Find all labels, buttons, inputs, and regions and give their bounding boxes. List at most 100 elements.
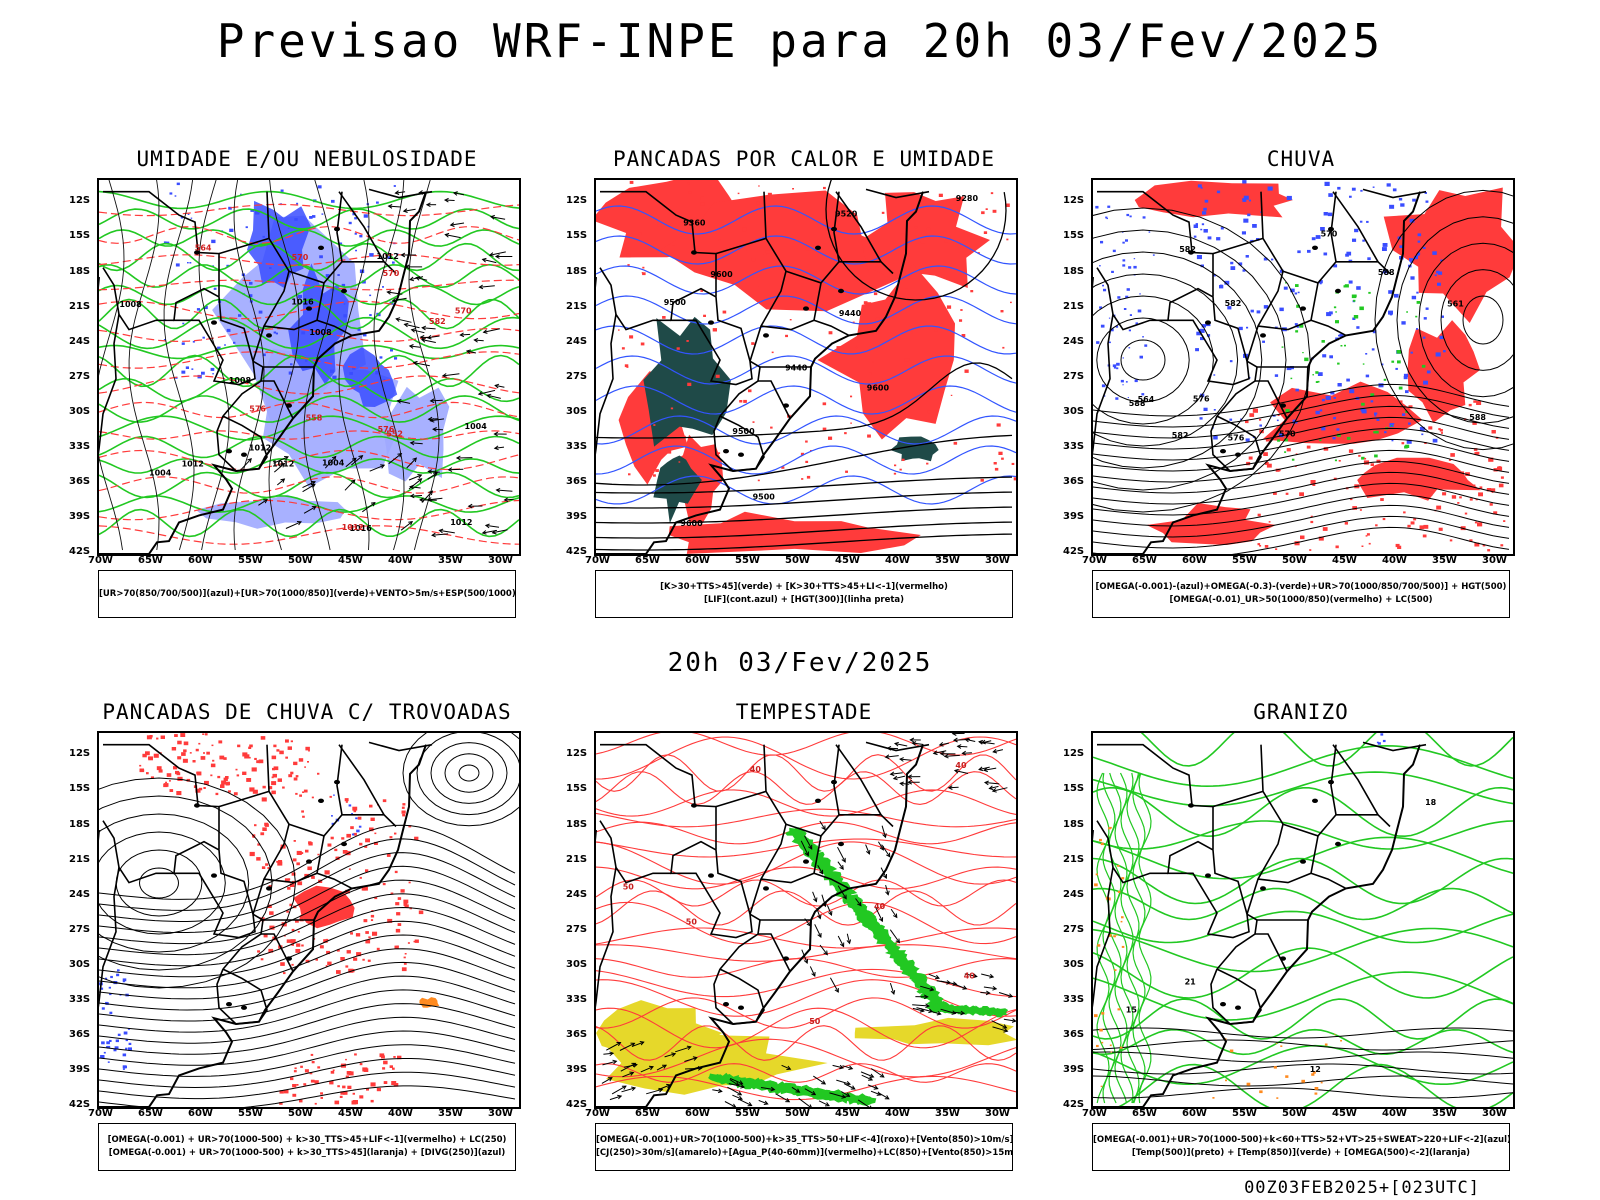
- country-border: [763, 191, 840, 284]
- wind-vector-850: [729, 1079, 740, 1086]
- storm-speck-red: [139, 764, 142, 767]
- rain-speck-red: [1491, 430, 1496, 434]
- streamline-250hpa: [99, 838, 516, 911]
- longitude-tick-label: 70W: [585, 555, 610, 566]
- rain-speck-blue: [1400, 203, 1405, 207]
- wind-vector: [369, 464, 386, 472]
- country-border: [813, 872, 850, 890]
- lake-mark: [1220, 1002, 1226, 1007]
- rain-speck-red: [1489, 503, 1493, 506]
- moisture-speck-blue: [382, 286, 384, 288]
- rain-speck-blue: [1386, 183, 1391, 187]
- wind-vector: [432, 427, 444, 432]
- instability-speck: [823, 270, 826, 272]
- rain-speck-red: [1474, 521, 1478, 524]
- moisture-speck-blue: [169, 192, 173, 195]
- rain-speck-blue: [1417, 240, 1421, 243]
- lake-mark: [708, 320, 714, 325]
- storm-speck-red: [325, 965, 328, 967]
- wind-vector-850: [602, 1059, 618, 1066]
- rain-speck-red: [1407, 524, 1411, 528]
- instability-speck: [990, 192, 994, 195]
- pressure-isobar: [163, 180, 195, 551]
- wind-vector: [400, 520, 414, 531]
- lake-mark: [266, 333, 272, 338]
- rain-speck-green: [1321, 340, 1325, 343]
- storm-speck-red: [276, 749, 280, 752]
- lake-mark: [738, 452, 744, 457]
- instability-speck: [676, 347, 680, 350]
- storm-speck-red: [295, 949, 301, 953]
- main-title: Previsao WRF-INPE para 20h 03/Fev/2025: [216, 14, 1384, 68]
- rain-speck-blue: [1134, 379, 1138, 383]
- precipitable-water-contour: [596, 1038, 1016, 1078]
- precipitable-water-contour: [596, 879, 1016, 907]
- wind-vector-850: [865, 844, 871, 855]
- longitude-tick-label: 65W: [1132, 1108, 1157, 1119]
- rain-speck-red: [1376, 414, 1381, 418]
- rain-speck-red: [1457, 502, 1460, 504]
- longitude-tick-label: 60W: [1182, 555, 1207, 566]
- rain-speck-red: [1487, 549, 1491, 552]
- moisture-speck-blue: [287, 227, 290, 229]
- storm-speck-red: [393, 1056, 396, 1058]
- humidity-contour-green: [99, 435, 519, 459]
- rain-speck-red: [1472, 421, 1477, 425]
- legend-line: [OMEGA(-0.01)_UR>50(1000/850)(vermelho) …: [1169, 595, 1433, 605]
- moisture-speck-blue: [341, 283, 346, 287]
- storm-speck-red: [198, 742, 201, 745]
- instability-speck: [926, 227, 931, 231]
- storm-speck-red: [296, 850, 302, 855]
- wind-vector-850: [920, 985, 935, 992]
- instability-speck: [901, 233, 905, 236]
- rain-speck-blue: [1229, 418, 1233, 421]
- instability-speck: [814, 292, 818, 295]
- storm-speck-red: [218, 740, 223, 744]
- rain-speck-red: [1392, 478, 1396, 481]
- rain-speck-blue: [1139, 293, 1141, 295]
- latitude-tick-label: 24S: [1063, 335, 1085, 347]
- latitude-tick-label: 39S: [566, 510, 588, 522]
- country-border: [266, 191, 343, 284]
- storm-speck-red: [251, 767, 257, 772]
- divergence-speck-blue: [123, 1031, 128, 1035]
- divergence-speck-blue: [333, 794, 335, 796]
- divergence-speck-blue: [114, 1046, 119, 1050]
- wind-vector-850: [841, 1091, 851, 1097]
- rain-speck-green: [1315, 381, 1319, 383]
- rain-speck-blue: [1259, 424, 1262, 427]
- wind-vector: [447, 467, 464, 472]
- thickness-contour-red: [99, 430, 519, 440]
- instability-speck: [882, 377, 886, 380]
- contour-value-label: 40: [955, 761, 967, 770]
- instability-speck: [758, 185, 760, 187]
- contour-value-label: 18: [1425, 798, 1437, 807]
- rain-speck-red: [1405, 419, 1408, 422]
- country-border: [596, 314, 617, 455]
- latitude-tick-label: 36S: [566, 475, 588, 487]
- rain-speck-blue: [1242, 198, 1247, 202]
- instability-speck: [863, 301, 868, 305]
- latitude-tick-label: 39S: [69, 510, 91, 522]
- storm-speck-red: [304, 766, 306, 768]
- latitude-tick-label: 42S: [1063, 1099, 1085, 1110]
- storm-speck-red: [320, 1092, 323, 1095]
- wind-vector-850: [732, 1094, 743, 1101]
- instability-speck: [998, 451, 1003, 455]
- country-border: [596, 867, 617, 1008]
- instability-speck: [867, 269, 870, 271]
- rain-speck-blue: [1213, 409, 1216, 411]
- precipitable-water-contour: [596, 1063, 1016, 1083]
- storm-speck-red: [273, 744, 277, 748]
- storm-speck-red: [195, 748, 199, 752]
- instability-speck: [687, 382, 692, 386]
- rain-speck-blue: [1326, 312, 1332, 317]
- storm-speck-red: [327, 961, 332, 966]
- height-contour-300hpa: [825, 180, 1007, 301]
- wind-vector-850: [911, 741, 924, 746]
- rain-speck-blue: [1117, 296, 1121, 299]
- omega-speck-orange: [1099, 838, 1102, 842]
- omega-speck-orange: [1119, 1046, 1123, 1049]
- moisture-speck-blue: [245, 226, 248, 229]
- latitude-tick-label: 39S: [566, 1063, 588, 1075]
